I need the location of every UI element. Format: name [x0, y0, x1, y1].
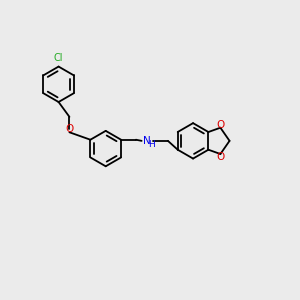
Text: O: O — [65, 124, 74, 134]
Text: O: O — [217, 120, 225, 130]
Text: H: H — [148, 140, 155, 149]
Text: O: O — [217, 152, 225, 162]
Text: N: N — [143, 136, 151, 146]
Text: Cl: Cl — [54, 52, 63, 63]
